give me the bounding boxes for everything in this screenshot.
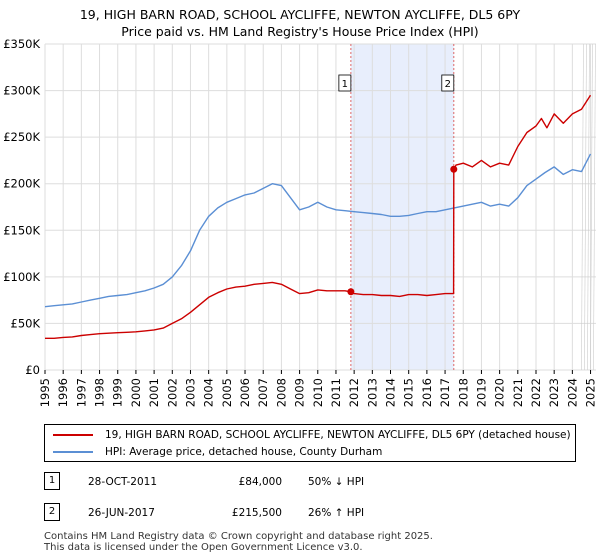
sale-number-badge: 2 bbox=[44, 503, 60, 521]
future-hatch bbox=[590, 43, 593, 371]
footer: Contains HM Land Registry data © Crown c… bbox=[44, 531, 433, 553]
price-chart: £0 £50K £100K £150K £200K £250K £300K £350K 1995… bbox=[3, 37, 598, 407]
x-tick-label: 2012 bbox=[347, 378, 361, 407]
x-tick-label: 2004 bbox=[202, 378, 216, 407]
x-tick-label: 2025 bbox=[584, 378, 598, 407]
x-tick-label: 1997 bbox=[74, 378, 88, 407]
legend-label-hpi: HPI: Average price, detached house, Coun… bbox=[105, 446, 383, 458]
x-tick-label: 2023 bbox=[547, 378, 561, 407]
x-tick-label: 2024 bbox=[565, 378, 579, 407]
x-tick-label: 2016 bbox=[420, 378, 434, 407]
y-tick-label: £0 bbox=[25, 363, 40, 377]
x-tick-label: 2017 bbox=[438, 378, 452, 407]
sale-point bbox=[347, 288, 355, 296]
future-hatch bbox=[584, 43, 587, 371]
x-tick-label: 2021 bbox=[511, 378, 525, 407]
x-tick-label: 1995 bbox=[38, 378, 52, 407]
y-tick-label: £250K bbox=[3, 130, 40, 144]
legend-swatch-hpi bbox=[53, 451, 93, 453]
x-tick-label: 2020 bbox=[493, 378, 507, 407]
x-tick-label: 2003 bbox=[183, 378, 197, 407]
x-tick-label: 2008 bbox=[274, 378, 288, 407]
y-tick-label: £100K bbox=[3, 270, 40, 284]
x-tick-label: 2018 bbox=[456, 378, 470, 407]
legend-item-hpi: HPI: Average price, detached house, Coun… bbox=[53, 444, 382, 460]
footer-license: This data is licensed under the Open Gov… bbox=[44, 542, 363, 553]
x-tick-label: 2014 bbox=[384, 378, 398, 407]
chart-title: 19, HIGH BARN ROAD, SCHOOL AYCLIFFE, NEW… bbox=[79, 7, 521, 22]
legend-swatch-property bbox=[53, 434, 93, 436]
legend: 19, HIGH BARN ROAD, SCHOOL AYCLIFFE, NEW… bbox=[44, 424, 576, 462]
sale-number-badge: 1 bbox=[44, 472, 60, 490]
future-hatch bbox=[581, 43, 584, 371]
legend-item-property: 19, HIGH BARN ROAD, SCHOOL AYCLIFFE, NEW… bbox=[53, 427, 571, 443]
x-tick-label: 2000 bbox=[129, 378, 143, 407]
x-tick-label: 1996 bbox=[56, 378, 70, 407]
x-tick-label: 1998 bbox=[93, 378, 107, 407]
sale-period-shading bbox=[350, 44, 454, 370]
sale-point bbox=[450, 165, 458, 173]
sale-label: 2 bbox=[445, 79, 451, 90]
x-tick-label: 1999 bbox=[111, 378, 125, 407]
sale-price: £215,500 bbox=[231, 507, 282, 519]
sale-label-box bbox=[441, 74, 455, 92]
x-tick-label: 2001 bbox=[147, 378, 161, 407]
sale-label-box bbox=[338, 74, 352, 92]
sale-label: 1 bbox=[342, 79, 348, 90]
y-tick-label: £350K bbox=[3, 37, 40, 51]
x-tick-label: 2013 bbox=[365, 378, 379, 407]
y-tick-label: £150K bbox=[3, 223, 40, 237]
sale-date: 28-OCT-2011 bbox=[88, 476, 157, 488]
x-tick-label: 2011 bbox=[329, 378, 343, 407]
y-tick-label: £200K bbox=[3, 177, 40, 191]
sale-hpi-change: 26% ↑ HPI bbox=[308, 507, 365, 519]
chart-title-block: 19, HIGH BARN ROAD, SCHOOL AYCLIFFE, NEW… bbox=[0, 6, 600, 40]
x-tick-label: 2009 bbox=[293, 378, 307, 407]
sale-date: 26-JUN-2017 bbox=[88, 507, 155, 519]
x-tick-label: 2019 bbox=[474, 378, 488, 407]
hpi-line bbox=[44, 153, 592, 308]
y-tick-label: £300K bbox=[3, 84, 40, 98]
chart-subtitle: Price paid vs. HM Land Registry's House … bbox=[121, 24, 479, 39]
y-tick-label: £50K bbox=[11, 316, 41, 330]
property-price-line bbox=[45, 94, 592, 339]
future-hatch bbox=[593, 43, 596, 371]
x-tick-label: 2015 bbox=[402, 378, 416, 407]
footer-copyright: Contains HM Land Registry data © Crown c… bbox=[44, 531, 433, 542]
legend-label-property: 19, HIGH BARN ROAD, SCHOOL AYCLIFFE, NEW… bbox=[105, 429, 571, 441]
x-tick-label: 2007 bbox=[256, 378, 270, 407]
x-tick-label: 2010 bbox=[311, 378, 325, 407]
plot-area bbox=[45, 44, 596, 370]
x-tick-label: 2006 bbox=[238, 378, 252, 407]
x-tick-label: 2002 bbox=[165, 378, 179, 407]
sale-hpi-change: 50% ↓ HPI bbox=[308, 476, 365, 488]
x-tick-label: 2022 bbox=[529, 378, 543, 407]
x-tick-label: 2005 bbox=[220, 378, 234, 407]
sale-price: £84,000 bbox=[238, 476, 282, 488]
